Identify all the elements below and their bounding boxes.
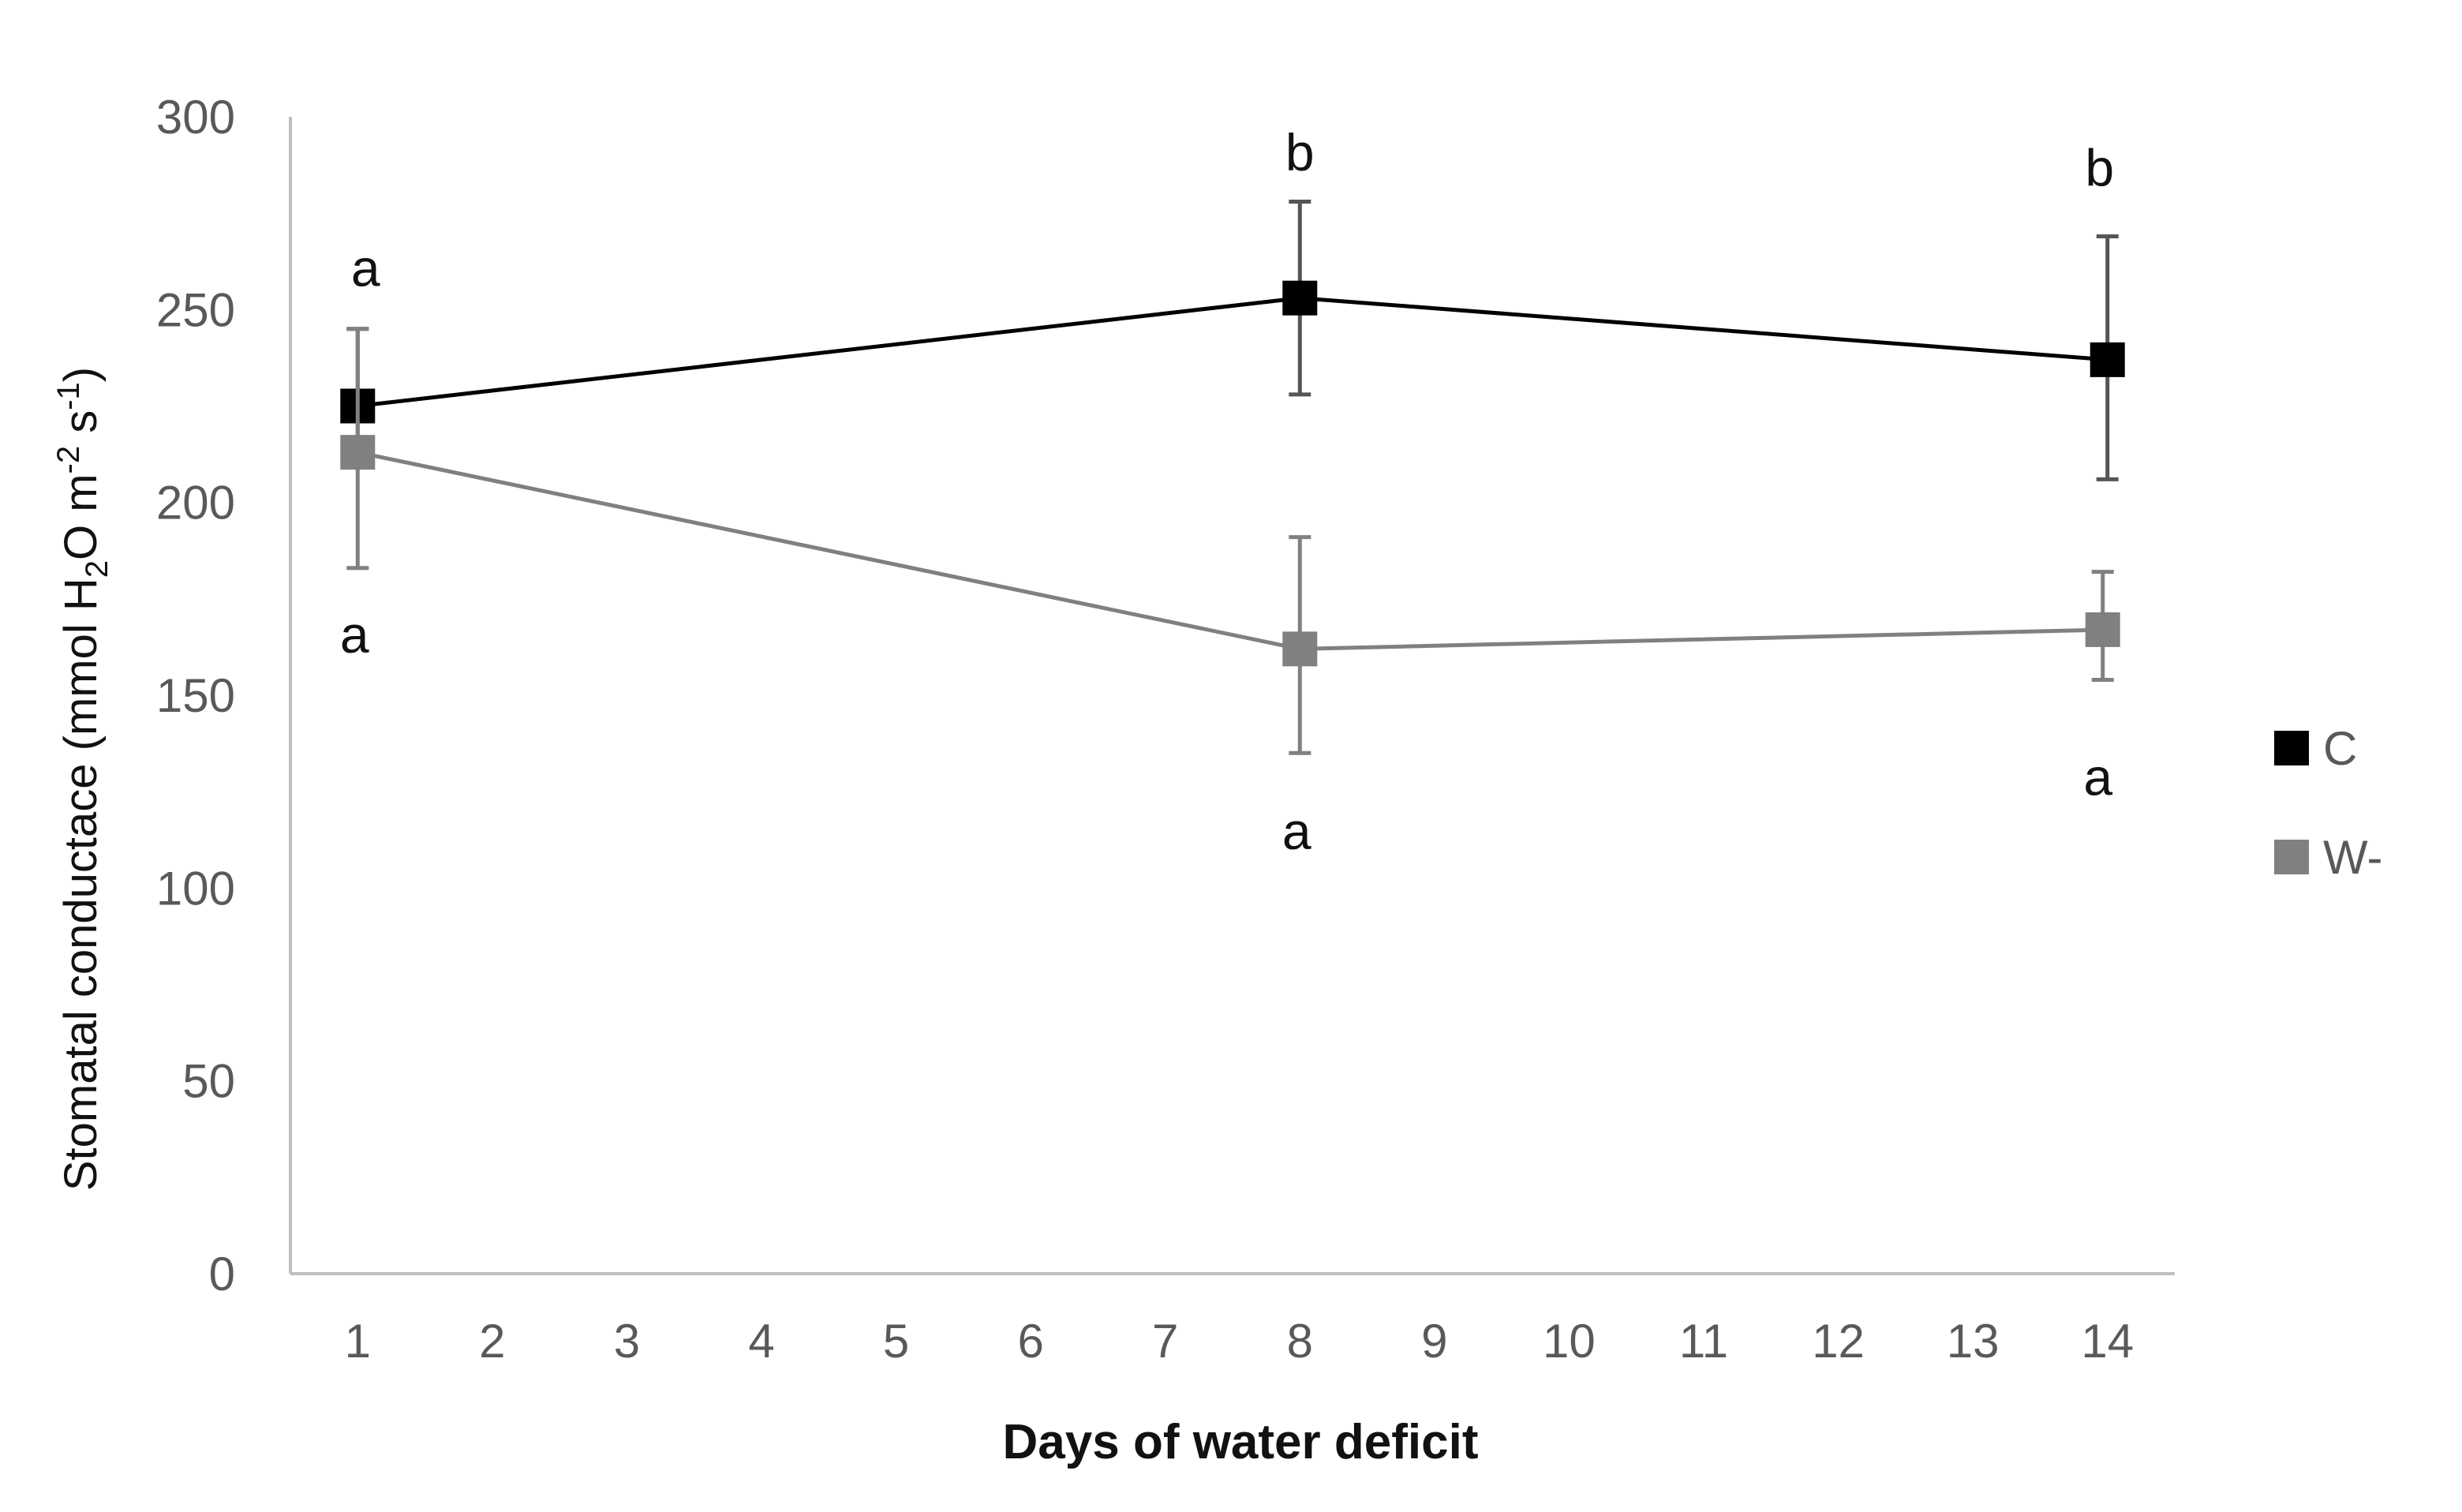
data-point-C bbox=[2090, 342, 2125, 377]
y-tick-label: 250 bbox=[156, 283, 235, 336]
y-axis-title: Stomatal conductace (mmol H2O m-2 s-1) bbox=[51, 367, 114, 1191]
x-tick-label: 2 bbox=[479, 1315, 505, 1368]
x-tick-label: 13 bbox=[1947, 1315, 2000, 1368]
legend-label: C bbox=[2323, 722, 2357, 775]
y-axis-ticks: 0 50 100 150 200 250 300 bbox=[156, 91, 235, 1301]
y-axis-title-part: s bbox=[55, 410, 107, 446]
y-axis-title-subscript: 2 bbox=[80, 560, 114, 578]
significance-letter: a bbox=[2083, 748, 2112, 807]
legend-label: W- bbox=[2323, 831, 2383, 884]
significance-letter: b bbox=[2085, 139, 2114, 197]
x-tick-label: 3 bbox=[614, 1315, 640, 1368]
y-tick-label: 0 bbox=[209, 1248, 235, 1301]
x-tick-label: 10 bbox=[1543, 1315, 1596, 1368]
significance-letter: b bbox=[1285, 123, 1315, 182]
series-line-W- bbox=[357, 450, 2108, 651]
legend: C W- bbox=[2274, 722, 2383, 884]
data-point-C bbox=[1282, 280, 1318, 316]
y-axis-title-superscript: -1 bbox=[51, 382, 86, 410]
axes bbox=[289, 117, 2175, 1275]
y-tick-label: 300 bbox=[156, 91, 235, 144]
y-tick-label: 150 bbox=[156, 669, 235, 722]
data-point-W- bbox=[340, 435, 376, 470]
x-tick-label: 1 bbox=[345, 1315, 371, 1368]
series-W-: a a a bbox=[340, 327, 2120, 860]
significance-letter: a bbox=[340, 605, 369, 664]
data-point-W- bbox=[1282, 631, 1318, 667]
x-tick-label: 12 bbox=[1812, 1315, 1865, 1368]
x-tick-label: 4 bbox=[748, 1315, 774, 1368]
significance-letter: a bbox=[1282, 802, 1311, 860]
x-tick-label: 5 bbox=[883, 1315, 909, 1368]
x-tick-label: 6 bbox=[1017, 1315, 1043, 1368]
x-axis-ticks: 1 2 3 4 5 6 7 8 9 10 11 12 13 14 bbox=[345, 1315, 2134, 1368]
x-tick-label: 7 bbox=[1152, 1315, 1178, 1368]
series-layer: a b b a a a bbox=[340, 123, 2125, 860]
y-axis-title-part: O m bbox=[55, 473, 107, 560]
legend-swatch-C bbox=[2274, 731, 2309, 765]
y-tick-label: 200 bbox=[156, 477, 235, 530]
series-C: a b b bbox=[340, 123, 2125, 481]
y-tick-label: 100 bbox=[156, 862, 235, 915]
x-tick-label: 9 bbox=[1421, 1315, 1447, 1368]
x-tick-label: 11 bbox=[1679, 1315, 1728, 1368]
x-tick-label: 8 bbox=[1287, 1315, 1313, 1368]
y-axis-title-superscript: -2 bbox=[51, 446, 86, 474]
y-axis-title-part: ) bbox=[55, 367, 107, 382]
x-tick-label: 14 bbox=[2081, 1315, 2134, 1368]
y-axis-title-part: Stomatal conductace (mmol H bbox=[55, 578, 107, 1191]
legend-swatch-W- bbox=[2274, 840, 2309, 874]
y-tick-label: 50 bbox=[182, 1055, 235, 1108]
series-line-C bbox=[357, 296, 2108, 408]
data-point-W- bbox=[2085, 612, 2120, 647]
x-axis-title: Days of water deficit bbox=[1003, 1415, 1479, 1469]
significance-letter: a bbox=[351, 239, 380, 298]
